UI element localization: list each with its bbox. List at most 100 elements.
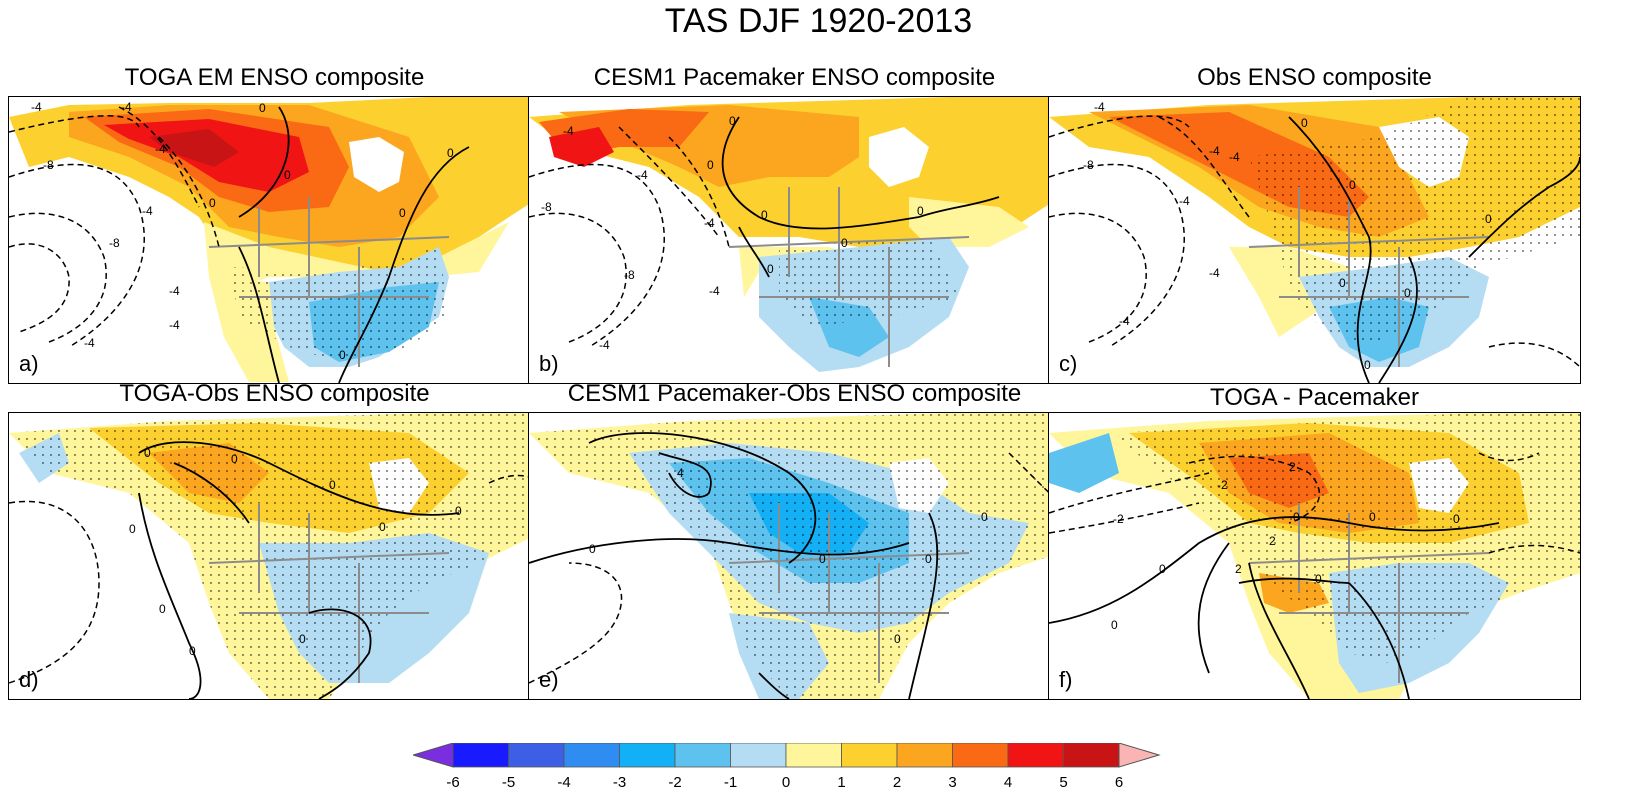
contour-labels: -4 -4 -8 -4 -4 -8 -4 -4 0 0 0 0 0 0 -4 [31,100,454,362]
contour-label: 0 [729,114,736,128]
contour-label: 0 [144,446,151,460]
contour-label: 0 [1111,618,1118,632]
colorbar-cell [1007,743,1064,768]
contour-label: -4 [637,168,648,182]
contour-label: -4 [1229,150,1240,164]
colorbar-tick-label: 5 [1059,774,1067,791]
panel-letter: e) [539,667,559,692]
contour-label: -4 [155,142,166,156]
colorbar-labels: -6 -5 -4 -3 -2 -1 0 1 2 3 4 5 6 [446,774,1123,791]
map-frame: -2 2 0 0 0 0 0 -2 2 2 0 f) [1048,412,1581,700]
map-panel-e: 4 0 0 0 0 0 [529,413,1060,699]
contour-label: -8 [624,268,635,282]
panel-letter: f) [1059,667,1073,692]
contour-label: 0 [299,632,306,646]
panel-c: Obs ENSO composite [1048,64,1581,384]
panel-title: TOGA - Pacemaker [1210,384,1419,411]
colorbar: -6 -5 -4 -3 -2 -1 0 1 2 3 4 5 6 [413,743,1161,791]
map-panel-a: -4 -4 -8 -4 -4 -8 -4 -4 0 0 0 0 0 0 -4 [9,97,540,383]
contour-label: 0 [761,208,768,222]
land-darkred [149,129,239,167]
contour-label: 0 [707,158,714,172]
contour-label: -4 [169,284,180,298]
contour-label: -4 [1094,100,1105,114]
contour-label: 0 [231,452,238,466]
contour-label: 0 [841,236,848,250]
map-panel-b: -4 -8 -4 -8 -4 -4 0 0 0 0 0 0 -4 [529,97,1060,372]
colorbar-cell [452,743,509,768]
contour-label: 0 [455,504,462,518]
boundaries [208,197,450,367]
map-panel-f: -2 2 0 0 0 0 0 -2 2 2 0 [1049,413,1580,699]
contour-label: 0 [209,196,216,210]
contour-label: -4 [704,216,715,230]
colorbar-cell [1063,743,1120,768]
contour-label: 0 [1315,572,1322,586]
contour-label: 0 [981,510,988,524]
map-frame: -4 -8 -4 -4 -4 -4 0 0 0 0 0 0 -4 c) [1048,96,1581,384]
contour-label: -4 [1179,194,1190,208]
contour-label: 2 [1269,534,1276,548]
contour-label: 0 [917,204,924,218]
contour-label: 0 [589,542,596,556]
colorbar-tick-label: 0 [782,774,790,791]
contour-label: -4 [31,100,42,114]
contour-label: -4 [709,284,720,298]
zero-contours [238,106,470,383]
colorbar-tick-label: 4 [1004,774,1012,791]
colorbar-tick-label: -3 [613,774,626,791]
panel-title: Obs ENSO composite [1197,64,1432,91]
contour-label: -8 [43,158,54,172]
panel-letter: c) [1059,351,1078,376]
map-frame: 4 0 0 0 0 0 e) [528,412,1061,700]
colorbar-cells [413,743,1161,768]
contour-label: 0 [925,552,932,566]
contour-label: 0 [1301,116,1308,130]
colorbar-cell [563,743,620,768]
contour-label: 0 [259,101,266,115]
colorbar-tick-label: 3 [948,774,956,791]
colorbar-arrow-high [1118,743,1161,768]
contour-label: 0 [767,262,774,276]
contour-label: 0 [379,520,386,534]
map-panel-c: -4 -8 -4 -4 -4 -4 0 0 0 0 0 0 -4 [1049,97,1580,383]
contour-label: -4 [84,336,95,350]
map-frame: -4 -4 -8 -4 -4 -8 -4 -4 0 0 0 0 0 0 -4 a… [8,96,541,384]
contour-label: -4 [121,100,132,114]
panel-letter: d) [19,667,39,692]
contour-label: -4 [1209,266,1220,280]
panel-b: CESM1 Pacemaker ENSO composite [528,64,1061,384]
contour-label: -8 [109,236,120,250]
contour-label: 0 [1159,562,1166,576]
panel-letter: a) [19,351,39,376]
contour-label: 0 [129,522,136,536]
contour-label: 0 [1369,510,1376,524]
colorbar-cell [896,743,953,768]
map-frame: 0 0 0 0 0 0 0 0 0 d) [8,412,541,700]
colorbar-tick-label: -5 [502,774,515,791]
significance-stipple [229,247,449,362]
contour-label: -8 [541,200,552,214]
contour-label: 0 [447,146,454,160]
colorbar-arrow-low [413,743,454,768]
contour-label: 2 [1289,460,1296,474]
contour-label: 0 [1453,512,1460,526]
panel-title: CESM1 Pacemaker ENSO composite [593,64,996,91]
contour-label: -4 [599,338,610,352]
panel-e: CESM1 Pacemaker-Obs ENSO composite [528,380,1061,700]
contour-label: -4 [142,204,153,218]
hudson-bay [349,137,404,192]
colorbar-tick-label: -1 [724,774,737,791]
contour-label: 0 [819,552,826,566]
colorbar-cell [730,743,787,768]
colorbar-cell [674,743,731,768]
contour-label: -2 [1113,512,1124,526]
colorbar-cell [785,743,842,768]
panel-f: TOGA - Pacemaker [1048,380,1581,700]
contour-label: -2 [1217,478,1228,492]
contour-label: 4 [677,466,684,480]
panel-letter: b) [539,351,559,376]
contour-label: -4 [1209,144,1220,158]
colorbar-tick-label: 2 [893,774,901,791]
panel-d: TOGA-Obs ENSO composite [8,380,541,700]
